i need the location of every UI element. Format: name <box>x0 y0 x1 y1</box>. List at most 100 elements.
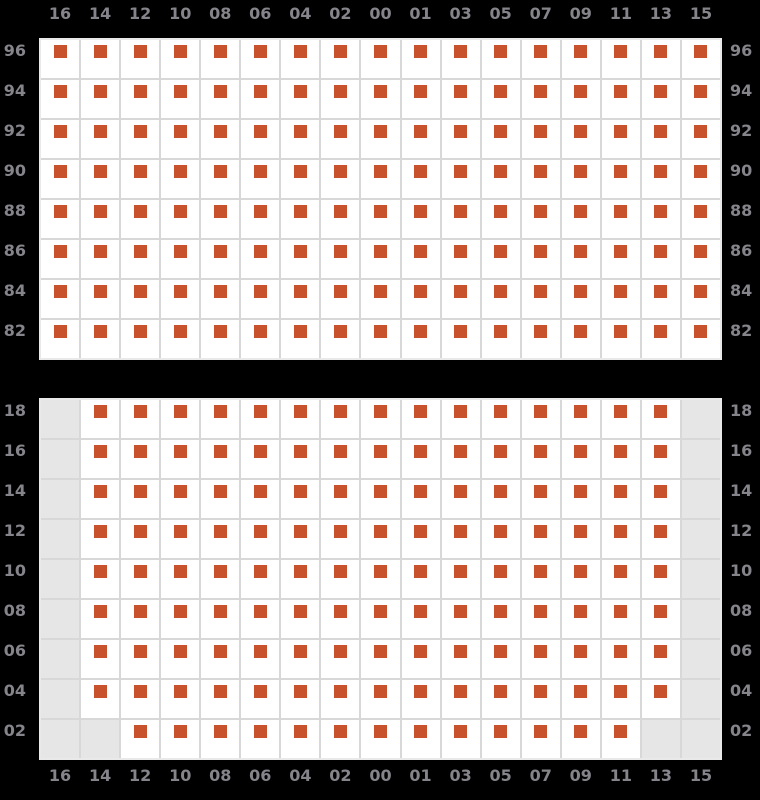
seat-cell[interactable] <box>561 640 600 678</box>
seat-cell[interactable] <box>241 80 280 118</box>
seat-cell[interactable] <box>81 640 120 678</box>
seat-cell[interactable] <box>481 200 520 238</box>
seat-cell[interactable] <box>41 200 80 238</box>
seat-cell[interactable] <box>561 320 600 358</box>
seat-cell[interactable] <box>481 480 520 518</box>
seat-cell[interactable] <box>121 320 160 358</box>
seat-cell[interactable] <box>401 440 440 478</box>
seat-cell[interactable] <box>161 120 200 158</box>
seat-cell[interactable] <box>321 40 360 78</box>
seat-cell[interactable] <box>361 320 400 358</box>
seat-cell[interactable] <box>121 440 160 478</box>
seat-cell[interactable] <box>441 480 480 518</box>
seat-cell[interactable] <box>201 720 240 758</box>
seat-cell[interactable] <box>201 640 240 678</box>
seat-cell[interactable] <box>241 160 280 198</box>
seat-cell[interactable] <box>321 280 360 318</box>
seat-cell[interactable] <box>81 400 120 438</box>
seat-cell[interactable] <box>81 440 120 478</box>
seat-cell[interactable] <box>601 560 640 598</box>
seat-cell[interactable] <box>601 240 640 278</box>
seat-cell[interactable] <box>81 280 120 318</box>
seat-cell[interactable] <box>321 120 360 158</box>
seat-cell[interactable] <box>321 720 360 758</box>
seat-cell[interactable] <box>601 520 640 558</box>
seat-cell[interactable] <box>641 160 680 198</box>
seat-cell[interactable] <box>521 640 560 678</box>
seat-cell[interactable] <box>201 40 240 78</box>
seat-cell[interactable] <box>641 80 680 118</box>
seat-cell[interactable] <box>441 80 480 118</box>
seat-cell[interactable] <box>521 40 560 78</box>
seat-cell[interactable] <box>201 520 240 558</box>
seat-cell[interactable] <box>241 200 280 238</box>
seat-cell[interactable] <box>321 240 360 278</box>
seat-cell[interactable] <box>401 320 440 358</box>
seat-cell[interactable] <box>241 520 280 558</box>
seat-cell[interactable] <box>321 640 360 678</box>
seat-cell[interactable] <box>321 680 360 718</box>
seat-cell[interactable] <box>321 160 360 198</box>
seat-cell[interactable] <box>281 560 320 598</box>
seat-cell[interactable] <box>401 680 440 718</box>
seat-cell[interactable] <box>401 160 440 198</box>
seat-cell[interactable] <box>601 400 640 438</box>
seat-cell[interactable] <box>521 200 560 238</box>
seat-cell[interactable] <box>121 120 160 158</box>
seat-cell[interactable] <box>681 160 720 198</box>
seat-cell[interactable] <box>121 240 160 278</box>
seat-cell[interactable] <box>241 640 280 678</box>
seat-cell[interactable] <box>481 560 520 598</box>
seat-cell[interactable] <box>521 120 560 158</box>
seat-cell[interactable] <box>81 120 120 158</box>
seat-cell[interactable] <box>201 440 240 478</box>
seat-cell[interactable] <box>481 400 520 438</box>
seat-cell[interactable] <box>201 560 240 598</box>
seat-cell[interactable] <box>121 160 160 198</box>
seat-cell[interactable] <box>361 120 400 158</box>
seat-cell[interactable] <box>561 160 600 198</box>
seat-cell[interactable] <box>161 400 200 438</box>
seat-cell[interactable] <box>441 520 480 558</box>
seat-cell[interactable] <box>561 520 600 558</box>
seat-cell[interactable] <box>441 200 480 238</box>
seat-cell[interactable] <box>281 440 320 478</box>
seat-cell[interactable] <box>241 400 280 438</box>
seat-cell[interactable] <box>201 600 240 638</box>
seat-cell[interactable] <box>121 40 160 78</box>
seat-cell[interactable] <box>561 200 600 238</box>
seat-cell[interactable] <box>481 320 520 358</box>
seat-cell[interactable] <box>41 240 80 278</box>
seat-cell[interactable] <box>441 40 480 78</box>
seat-cell[interactable] <box>561 400 600 438</box>
seat-cell[interactable] <box>641 600 680 638</box>
seat-cell[interactable] <box>601 200 640 238</box>
seat-cell[interactable] <box>481 240 520 278</box>
seat-cell[interactable] <box>441 240 480 278</box>
seat-cell[interactable] <box>561 440 600 478</box>
seat-cell[interactable] <box>601 280 640 318</box>
seat-cell[interactable] <box>41 280 80 318</box>
seat-cell[interactable] <box>641 680 680 718</box>
seat-cell[interactable] <box>481 680 520 718</box>
seat-cell[interactable] <box>481 280 520 318</box>
seat-cell[interactable] <box>561 40 600 78</box>
seat-cell[interactable] <box>201 240 240 278</box>
seat-cell[interactable] <box>201 160 240 198</box>
seat-cell[interactable] <box>401 480 440 518</box>
seat-cell[interactable] <box>81 320 120 358</box>
seat-cell[interactable] <box>281 240 320 278</box>
seat-cell[interactable] <box>361 440 400 478</box>
seat-cell[interactable] <box>281 480 320 518</box>
seat-cell[interactable] <box>201 400 240 438</box>
seat-cell[interactable] <box>361 480 400 518</box>
seat-cell[interactable] <box>441 720 480 758</box>
seat-cell[interactable] <box>41 320 80 358</box>
seat-cell[interactable] <box>681 320 720 358</box>
seat-cell[interactable] <box>521 720 560 758</box>
seat-cell[interactable] <box>641 440 680 478</box>
seat-cell[interactable] <box>401 600 440 638</box>
seat-cell[interactable] <box>81 560 120 598</box>
seat-cell[interactable] <box>441 440 480 478</box>
seat-cell[interactable] <box>441 400 480 438</box>
